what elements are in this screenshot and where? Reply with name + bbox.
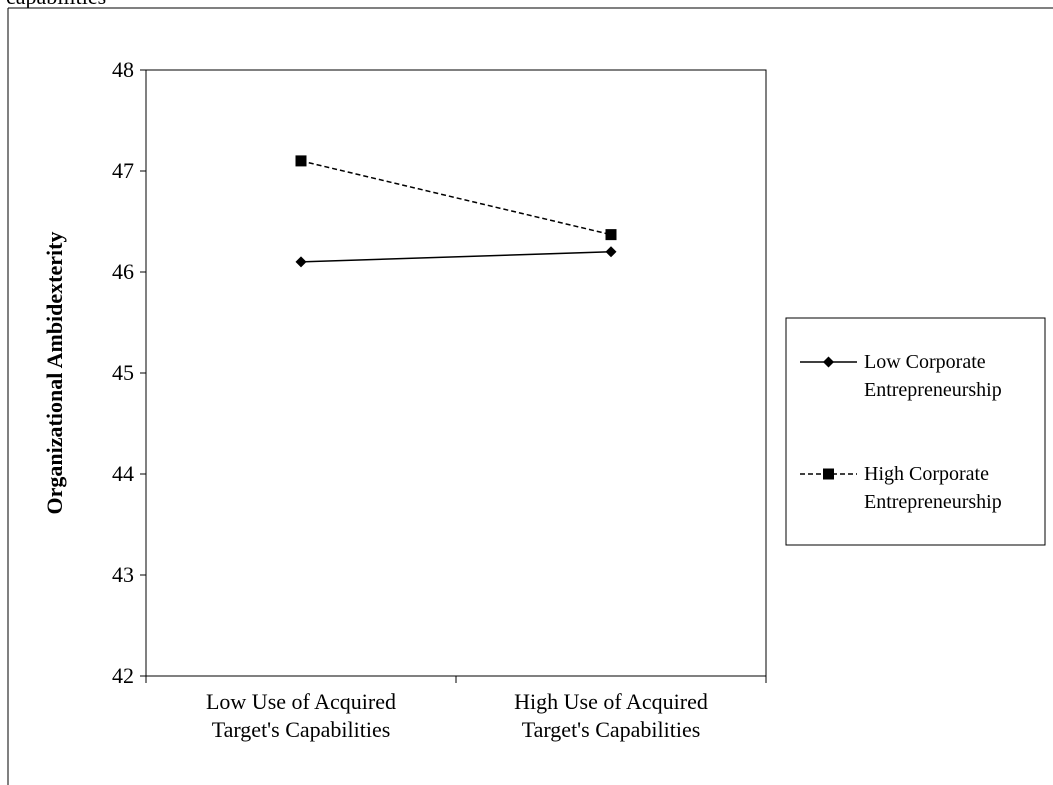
data-point [295,155,307,167]
x-category-label-line: High Use of Acquired [514,689,708,714]
legend-label-line: Entrepreneurship [864,379,1002,401]
y-tick-label: 47 [112,158,134,183]
series-0 [295,246,617,268]
plot-area [145,69,767,677]
legend-label-line: High Corporate [864,463,989,485]
y-axis-label: Organizational Ambidexterity [42,232,67,515]
y-tick-label: 48 [112,57,134,82]
x-category-label-line: Target's Capabilities [212,717,391,742]
x-category-label: Low Use of Acquired Target's Capabilities [206,689,396,742]
x-axis-ticks: Low Use of Acquired Target's Capabilities… [145,676,767,742]
header-fragment: capabilities [6,0,106,9]
legend-label-line: Low Corporate [864,351,986,373]
x-category-label-line: Target's Capabilities [522,717,701,742]
data-point [295,256,307,268]
x-category-label: High Use of Acquired Target's Capabilitie… [514,689,708,742]
x-category-label-line: Low Use of Acquired [206,689,396,714]
y-tick-label: 45 [112,360,134,385]
y-tick-label: 44 [112,461,134,486]
legend-label-line: Entrepreneurship [864,491,1002,513]
legend-marker [823,356,834,368]
y-axis-ticks: 42 43 44 45 46 47 48 [112,57,146,688]
series-line [300,251,612,263]
chart-frame [7,7,1053,785]
legend-label: High Corporate Entrepreneurship [864,463,1002,513]
y-tick-label: 42 [112,663,134,688]
y-tick-label: 46 [112,259,134,284]
series-layer [295,155,617,268]
legend-box [785,317,1046,546]
legend-label: Low Corporate Entrepreneurship [864,351,1002,401]
legend-item: High Corporate Entrepreneurship [800,463,1002,513]
y-tick-label: 43 [112,562,134,587]
legend-marker [823,468,834,480]
legend-item: Low Corporate Entrepreneurship [800,351,1002,401]
series-1 [295,155,617,241]
data-point [605,246,617,258]
data-point [605,229,617,241]
series-line [300,160,612,236]
